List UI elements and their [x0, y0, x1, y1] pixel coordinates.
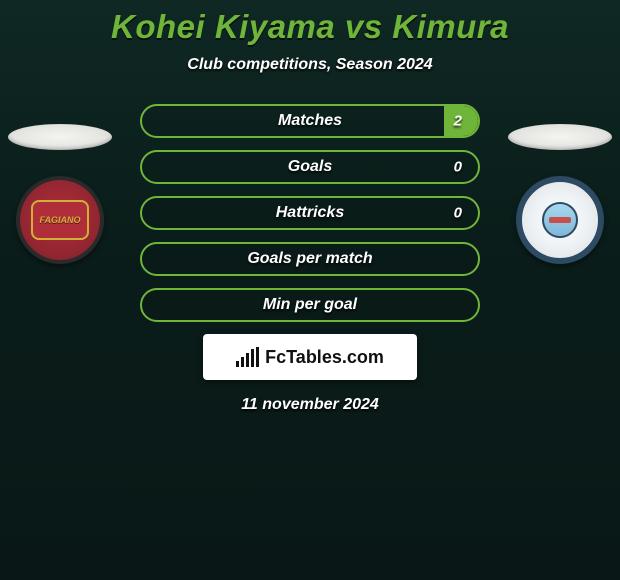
site-logo: FcTables.com: [203, 334, 417, 380]
club-badge-right-core: [542, 202, 578, 238]
stat-label: Goals per match: [142, 250, 478, 268]
bars-icon: [236, 347, 259, 367]
club-badge-left-label: FAGIANO: [31, 200, 89, 240]
player-photo-right: [508, 124, 612, 150]
stat-label: Hattricks: [142, 204, 478, 222]
club-badge-left: FAGIANO: [16, 176, 104, 264]
player-photo-left: [8, 124, 112, 150]
stat-label: Matches: [142, 112, 478, 130]
stat-row-matches: Matches 2: [140, 104, 480, 138]
stat-value-right: 0: [454, 205, 462, 222]
stat-label: Min per goal: [142, 296, 478, 314]
comparison-card: Kohei Kiyama vs Kimura Club competitions…: [0, 0, 620, 580]
stats-table: Matches 2 Goals 0 Hattricks 0 Goals per …: [140, 104, 480, 322]
page-subtitle: Club competitions, Season 2024: [0, 56, 620, 74]
stat-value-right: 0: [454, 159, 462, 176]
generated-date: 11 november 2024: [0, 396, 620, 414]
stat-row-goals-per-match: Goals per match: [140, 242, 480, 276]
stat-row-goals: Goals 0: [140, 150, 480, 184]
club-badge-right: [516, 176, 604, 264]
stat-row-hattricks: Hattricks 0: [140, 196, 480, 230]
site-logo-label: FcTables.com: [265, 347, 384, 368]
stat-row-min-per-goal: Min per goal: [140, 288, 480, 322]
stat-label: Goals: [142, 158, 478, 176]
page-title: Kohei Kiyama vs Kimura: [0, 8, 620, 46]
stat-value-right: 2: [454, 113, 462, 130]
